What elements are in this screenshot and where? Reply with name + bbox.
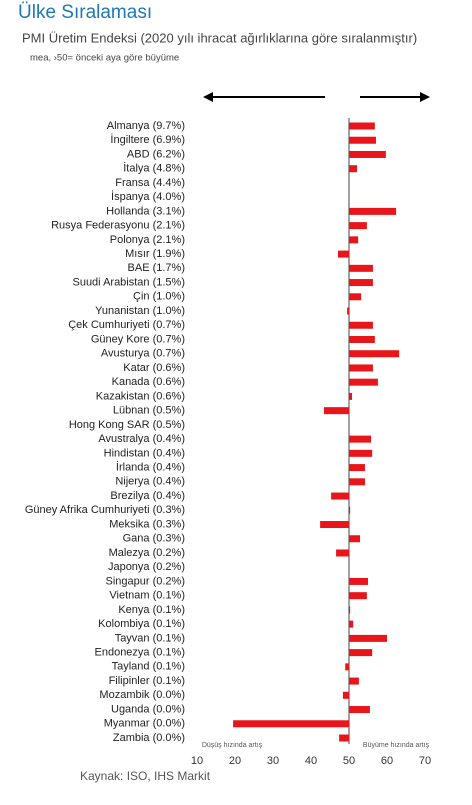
chart-title: Ülke Sıralaması: [18, 2, 152, 23]
bar: [349, 136, 376, 144]
bar: [233, 720, 349, 728]
y-tick-label: Suudi Arabistan (1.5%): [72, 276, 185, 288]
x-tick-label: 50: [343, 755, 355, 767]
bar: [349, 506, 351, 514]
direction-arrows: [203, 92, 430, 102]
y-tick-label: Endonezya (0.1%): [95, 647, 186, 659]
y-tick-label: İngiltere (6.9%): [110, 133, 185, 146]
bar: [349, 293, 362, 301]
bar: [349, 222, 367, 230]
bar: [349, 364, 373, 372]
bar: [349, 577, 368, 585]
y-tick-label: Japonya (0.2%): [108, 561, 185, 573]
y-tick-label: Katar (0.6%): [123, 362, 185, 374]
bar: [331, 492, 349, 500]
y-tick-label: Gana (0.3%): [123, 533, 185, 545]
source: Kaynak: ISO, IHS Markit: [80, 769, 211, 783]
x-tick-label: 10: [191, 755, 203, 767]
bar: [349, 321, 373, 329]
y-tick-label: Yunanistan (1.0%): [95, 305, 185, 317]
x-tick-label: 70: [419, 755, 431, 767]
bar: [320, 521, 349, 529]
y-tick-label: Fransa (4.4%): [115, 177, 185, 189]
bar: [349, 677, 359, 685]
bar: [342, 691, 349, 699]
y-tick-label: İtalya (4.8%): [123, 162, 185, 175]
bar: [349, 449, 373, 457]
bar: [349, 150, 386, 158]
y-tick-label: Almanya (9.7%): [107, 120, 185, 132]
y-tick-label: Hindistan (0.4%): [104, 447, 185, 459]
right-annotation: Büyüme hızında artış: [363, 742, 430, 749]
y-tick-label: Rusya Federasyonu (2.1%): [51, 220, 185, 232]
bar: [349, 649, 373, 657]
y-tick-label: ABD (6.2%): [127, 148, 185, 160]
bar: [349, 535, 361, 543]
bar: [349, 464, 365, 472]
y-tick-label: Filipinler (0.1%): [109, 675, 185, 687]
y-tick-label: Nijerya (0.4%): [115, 476, 185, 488]
y-tick-label: Mısır (1.9%): [125, 248, 185, 260]
y-tick-label: Çek Cumhuriyeti (0.7%): [68, 319, 185, 331]
bar: [349, 122, 375, 130]
y-tick-label: Tayvan (0.1%): [115, 632, 185, 644]
x-tick-label: 60: [381, 755, 393, 767]
y-tick-label: Avustralya (0.4%): [98, 433, 185, 445]
y-tick-label: Myanmar (0.0%): [104, 718, 185, 730]
bar: [349, 620, 354, 628]
y-tick-label: Çin (1.0%): [133, 291, 185, 303]
bar: [339, 734, 349, 742]
bar: [349, 634, 387, 642]
bar: [349, 478, 365, 486]
y-tick-label: Tayland (0.1%): [112, 661, 185, 673]
y-tick-label: Singapur (0.2%): [106, 575, 186, 587]
bar: [323, 407, 349, 415]
bar: [349, 706, 370, 714]
bar: [349, 236, 359, 244]
bar: [337, 250, 349, 258]
y-tick-label: Hollanda (3.1%): [106, 205, 185, 217]
y-tick-label: Brezilya (0.4%): [110, 490, 185, 502]
x-tick-label: 30: [267, 755, 279, 767]
y-tick-label: Lübnan (0.5%): [113, 405, 185, 417]
y-tick-label: Kazakistan (0.6%): [96, 390, 185, 402]
y-tick-label: Polonya (2.1%): [110, 234, 185, 246]
chart-subtitle: PMI Üretim Endeksi (2020 yılı ihracat ağ…: [22, 30, 417, 45]
y-tick-label: BAE (1.7%): [128, 262, 185, 274]
bar: [349, 606, 351, 614]
bar: [349, 264, 373, 272]
bar: [349, 392, 353, 400]
bar: [349, 165, 357, 173]
bar: [349, 279, 373, 287]
bar: [349, 350, 400, 358]
y-tick-label: Güney Afrika Cumhuriyeti (0.3%): [25, 504, 185, 516]
x-tick-label: 40: [305, 755, 317, 767]
y-tick-label: Kanada (0.6%): [112, 376, 185, 388]
chart-note: mea, ›50= önceki aya göre büyüme: [30, 53, 179, 64]
y-tick-label: Zambia (0.0%): [113, 732, 185, 744]
bar: [336, 549, 349, 557]
y-tick-label: Kolombiya (0.1%): [98, 618, 185, 630]
y-tick-label: Avusturya (0.7%): [101, 348, 185, 360]
y-tick-label: Kenya (0.1%): [118, 604, 185, 616]
bar: [349, 378, 378, 386]
y-tick-label: Meksika (0.3%): [109, 518, 185, 530]
y-tick-label: Mozambik (0.0%): [99, 689, 185, 701]
y-tick-label: Uganda (0.0%): [111, 703, 185, 715]
bar: [349, 592, 367, 600]
bar: [349, 207, 397, 215]
y-tick-label: İrlanda (0.4%): [116, 460, 185, 473]
bar: [345, 663, 349, 671]
bar: [347, 307, 349, 315]
bar: [349, 435, 372, 443]
y-tick-label: Vietnam (0.1%): [109, 590, 185, 602]
y-tick-label: Malezya (0.2%): [109, 547, 185, 559]
y-tick-label: Güney Kore (0.7%): [91, 333, 185, 345]
left-annotation: Düşüş hızında artış: [202, 742, 263, 749]
y-tick-label: İspanya (4.0%): [111, 190, 185, 203]
x-tick-label: 20: [229, 755, 241, 767]
bar: [349, 335, 375, 343]
y-tick-label: Hong Kong SAR (0.5%): [69, 419, 185, 431]
